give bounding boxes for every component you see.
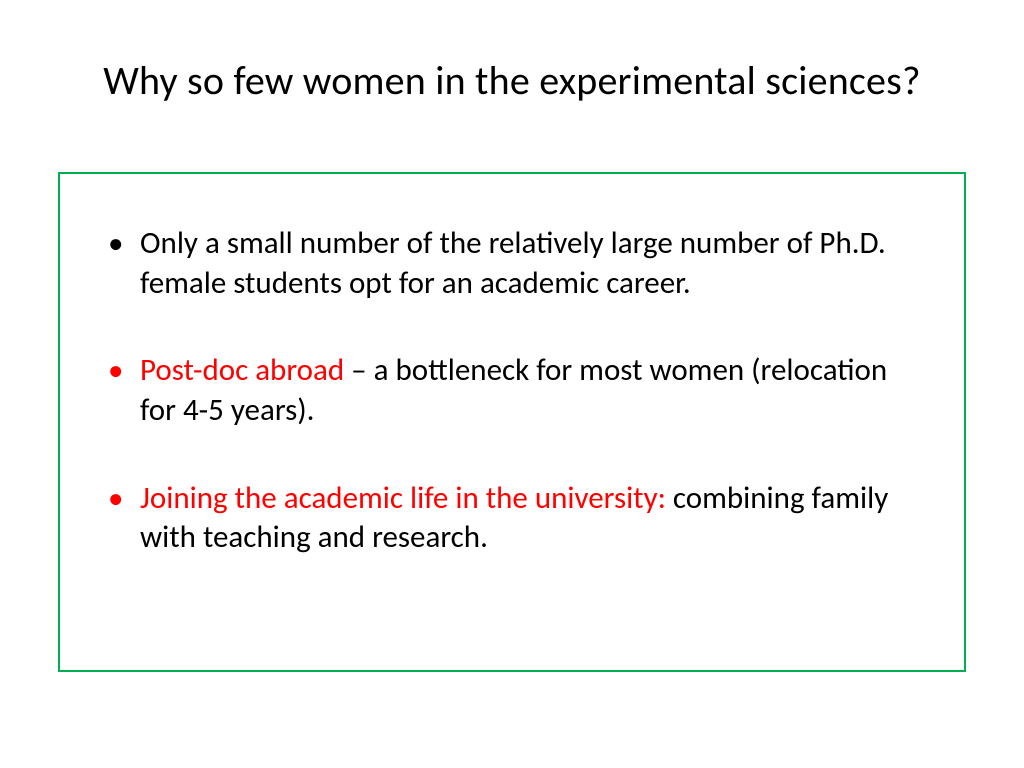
bullet-text-highlight: Post-doc abroad [140, 351, 351, 389]
slide: Why so few women in the experimental sci… [0, 0, 1024, 768]
content-box: Only a small number of the relatively la… [58, 172, 966, 672]
bullet-text: Only a small number of the relatively la… [140, 224, 886, 302]
bullet-list: Only a small number of the relatively la… [94, 224, 930, 558]
bullet-item: Only a small number of the relatively la… [94, 224, 930, 303]
bullet-item: Post-doc abroad – a bottleneck for most … [94, 351, 930, 430]
bullet-text-highlight: Joining the academic life in the univers… [140, 479, 673, 517]
slide-title: Why so few women in the experimental sci… [0, 56, 1024, 105]
bullet-item: Joining the academic life in the univers… [94, 479, 930, 558]
